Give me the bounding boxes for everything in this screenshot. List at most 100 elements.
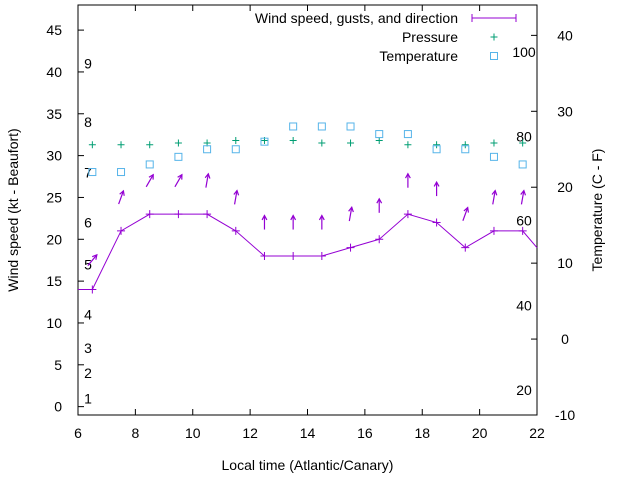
temperature-point [317,122,326,131]
y2-tick-label: 30 [557,103,573,119]
beaufort-label: 7 [84,164,92,180]
pressure-point [519,139,527,147]
wind-point [375,235,384,244]
x-tick-label: 10 [185,425,201,441]
x-tick-label: 8 [131,425,139,441]
wind-speed-line [78,213,538,290]
temperature-point [174,152,183,161]
x-tick-label: 18 [414,425,430,441]
y-tick-label: 0 [54,399,62,415]
wind-direction-arrow [376,197,383,213]
y2-tick-label: 10 [557,255,573,271]
wind-direction-arrow [520,189,527,205]
pressure-point [433,141,441,149]
temperature-point [432,145,441,154]
wind-direction-arrow [204,172,211,188]
pressure-point [174,139,182,147]
temperature-point [461,145,470,154]
wind-point [289,252,298,261]
wind-direction-arrow [174,173,183,188]
beaufort-label: 9 [84,56,92,72]
wind-point [403,210,412,219]
pressure-point [289,137,297,145]
wind-point [88,285,97,294]
pressure-point [88,141,96,149]
temperature-point [518,160,527,169]
wind-direction-arrow [145,173,154,188]
fahrenheit-label: 20 [516,382,532,398]
y-tick-label: 15 [46,273,62,289]
x-tick-label: 12 [242,425,258,441]
temperature-point [117,168,126,177]
wind-direction-arrow [348,206,354,222]
wind-direction-arrow [118,189,125,205]
wind-direction-arrow [87,253,98,266]
wind-point [231,226,240,235]
y2-tick-label: 0 [561,331,569,347]
wind-direction-arrow [404,172,411,188]
fahrenheit-label: 60 [516,213,532,229]
wind-direction-arrow [491,189,498,205]
wind-point [518,226,527,235]
y-tick-label: 10 [46,315,62,331]
y-tick-label: 30 [46,148,62,164]
fahrenheit-label: 100 [512,44,536,60]
temperature-point [145,160,154,169]
temperature-point [260,137,269,146]
x-axis-title: Local time (Atlantic/Canary) [222,457,394,473]
fahrenheit-label: 80 [516,128,532,144]
y2-tick-label: -10 [555,407,575,423]
legend-swatch-pressure [490,33,498,41]
wind-point [461,243,470,252]
temperature-point [403,130,412,139]
pressure-point [461,141,469,149]
x-tick-label: 20 [472,425,488,441]
temperature-point [88,168,97,177]
legend-swatch-wind-ends [471,14,517,22]
legend-swatch-temperature [490,52,498,60]
y-tick-label: 5 [54,357,62,373]
y-tick-label: 45 [46,22,62,38]
wind-point [317,252,326,261]
y-axis-title: Wind speed (kt - Beaufort) [5,128,21,291]
beaufort-label: 2 [84,365,92,381]
wind-point [117,226,126,235]
pressure-point [347,139,355,147]
temperature-point [489,152,498,161]
fahrenheit-label: 40 [516,298,532,314]
beaufort-label: 1 [84,390,92,406]
x-tick-label: 16 [357,425,373,441]
legend-label-pressure: Pressure [402,29,458,45]
pressure-point [232,137,240,145]
wind-direction-arrow [433,180,440,197]
pressure-point [117,141,125,149]
wind-point [346,243,355,252]
y2-axis-title: Temperature (C - F) [589,149,605,272]
x-tick-label: 6 [74,425,82,441]
wind-point [145,210,154,219]
beaufort-label: 4 [84,307,92,323]
wind-point [260,252,269,261]
wind-direction-arrow [318,214,325,230]
x-tick-label: 14 [300,425,316,441]
x-tick-label: 22 [529,425,545,441]
y2-tick-label: 40 [557,27,573,43]
wind-direction-arrow [290,214,297,230]
pressure-point [318,139,326,147]
temperature-point [203,145,212,154]
beaufort-label: 6 [84,215,92,231]
y-tick-label: 25 [46,189,62,205]
y-tick-label: 40 [46,64,62,80]
y-tick-label: 35 [46,106,62,122]
beaufort-label: 8 [84,114,92,130]
legend-label-temperature: Temperature [379,48,458,64]
y2-tick-label: 20 [557,179,573,195]
pressure-point [490,139,498,147]
y-tick-label: 20 [46,231,62,247]
legend-label-wind: Wind speed, gusts, and direction [255,10,458,26]
wind-point [489,226,498,235]
temperature-point [346,122,355,131]
pressure-point [146,141,154,149]
temperature-point [375,130,384,139]
